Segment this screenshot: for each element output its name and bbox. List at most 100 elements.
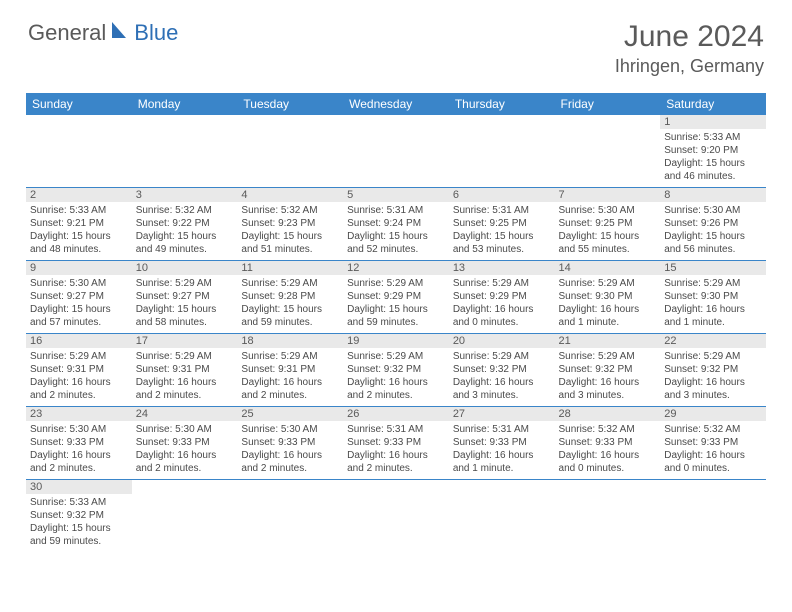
calendar-day-cell: 27Sunrise: 5:31 AMSunset: 9:33 PMDayligh… (449, 407, 555, 480)
calendar-day-cell: 28Sunrise: 5:32 AMSunset: 9:33 PMDayligh… (555, 407, 661, 480)
calendar-day-cell: 15Sunrise: 5:29 AMSunset: 9:30 PMDayligh… (660, 261, 766, 334)
day-daylight: Daylight: 16 hours and 0 minutes. (559, 449, 657, 475)
day-daylight: Daylight: 15 hours and 59 minutes. (347, 303, 445, 329)
calendar-day-cell: 8Sunrise: 5:30 AMSunset: 9:26 PMDaylight… (660, 188, 766, 261)
day-sunset: Sunset: 9:30 PM (559, 290, 657, 303)
day-daylight: Daylight: 16 hours and 2 minutes. (347, 376, 445, 402)
day-number: 28 (555, 407, 661, 421)
day-sunrise: Sunrise: 5:29 AM (347, 277, 445, 290)
day-sunset: Sunset: 9:33 PM (347, 436, 445, 449)
day-sunset: Sunset: 9:33 PM (136, 436, 234, 449)
day-sunset: Sunset: 9:32 PM (347, 363, 445, 376)
calendar-day-cell: 29Sunrise: 5:32 AMSunset: 9:33 PMDayligh… (660, 407, 766, 480)
calendar-day-cell (132, 480, 238, 553)
day-content: Sunrise: 5:31 AMSunset: 9:25 PMDaylight:… (449, 203, 555, 260)
calendar-day-cell: 20Sunrise: 5:29 AMSunset: 9:32 PMDayligh… (449, 334, 555, 407)
day-sunset: Sunset: 9:33 PM (559, 436, 657, 449)
day-number: 12 (343, 261, 449, 275)
day-daylight: Daylight: 16 hours and 3 minutes. (559, 376, 657, 402)
day-content: Sunrise: 5:30 AMSunset: 9:26 PMDaylight:… (660, 203, 766, 260)
day-daylight: Daylight: 16 hours and 2 minutes. (241, 376, 339, 402)
day-daylight: Daylight: 16 hours and 2 minutes. (136, 376, 234, 402)
calendar-day-cell: 5Sunrise: 5:31 AMSunset: 9:24 PMDaylight… (343, 188, 449, 261)
day-daylight: Daylight: 16 hours and 2 minutes. (241, 449, 339, 475)
calendar-day-cell: 3Sunrise: 5:32 AMSunset: 9:22 PMDaylight… (132, 188, 238, 261)
day-sunrise: Sunrise: 5:31 AM (347, 204, 445, 217)
day-sunset: Sunset: 9:33 PM (664, 436, 762, 449)
calendar-day-cell: 9Sunrise: 5:30 AMSunset: 9:27 PMDaylight… (26, 261, 132, 334)
calendar-day-cell (555, 480, 661, 553)
day-sunrise: Sunrise: 5:30 AM (30, 277, 128, 290)
day-sunset: Sunset: 9:23 PM (241, 217, 339, 230)
day-number: 1 (660, 115, 766, 129)
day-content: Sunrise: 5:30 AMSunset: 9:33 PMDaylight:… (132, 422, 238, 479)
day-content: Sunrise: 5:30 AMSunset: 9:27 PMDaylight:… (26, 276, 132, 333)
day-sunset: Sunset: 9:30 PM (664, 290, 762, 303)
day-number: 6 (449, 188, 555, 202)
day-sunset: Sunset: 9:31 PM (241, 363, 339, 376)
calendar-day-cell: 22Sunrise: 5:29 AMSunset: 9:32 PMDayligh… (660, 334, 766, 407)
day-sunset: Sunset: 9:33 PM (241, 436, 339, 449)
calendar-week-row: 9Sunrise: 5:30 AMSunset: 9:27 PMDaylight… (26, 261, 766, 334)
calendar-day-cell (660, 480, 766, 553)
day-sunrise: Sunrise: 5:29 AM (347, 350, 445, 363)
day-daylight: Daylight: 16 hours and 1 minute. (453, 449, 551, 475)
day-content: Sunrise: 5:29 AMSunset: 9:31 PMDaylight:… (132, 349, 238, 406)
day-sunset: Sunset: 9:32 PM (664, 363, 762, 376)
calendar-day-cell: 10Sunrise: 5:29 AMSunset: 9:27 PMDayligh… (132, 261, 238, 334)
day-number: 23 (26, 407, 132, 421)
calendar-day-cell: 26 Sunrise: 5:31 AMSunset: 9:33 PMDayligh… (343, 407, 449, 480)
day-content: Sunrise: 5:33 AMSunset: 9:32 PMDaylight:… (26, 495, 132, 552)
day-sunset: Sunset: 9:31 PM (30, 363, 128, 376)
calendar-header-row: SundayMondayTuesdayWednesdayThursdayFrid… (26, 93, 766, 115)
day-number: 9 (26, 261, 132, 275)
day-number: 2 (26, 188, 132, 202)
day-number: 22 (660, 334, 766, 348)
day-sunset: Sunset: 9:21 PM (30, 217, 128, 230)
day-daylight: Daylight: 16 hours and 0 minutes. (453, 303, 551, 329)
day-content: Sunrise: 5:29 AMSunset: 9:32 PMDaylight:… (660, 349, 766, 406)
calendar-day-cell: 21Sunrise: 5:29 AMSunset: 9:32 PMDayligh… (555, 334, 661, 407)
day-content: Sunrise: 5:32 AMSunset: 9:33 PMDaylight:… (555, 422, 661, 479)
day-number: 14 (555, 261, 661, 275)
day-number: 3 (132, 188, 238, 202)
calendar-day-cell (555, 115, 661, 188)
day-daylight: Daylight: 16 hours and 2 minutes. (136, 449, 234, 475)
weekday-header: Tuesday (237, 93, 343, 115)
day-daylight: Daylight: 16 hours and 2 minutes. (347, 449, 445, 475)
day-sunset: Sunset: 9:20 PM (664, 144, 762, 157)
day-number: 26 (343, 407, 449, 421)
day-content: Sunrise: 5:29 AMSunset: 9:30 PMDaylight:… (555, 276, 661, 333)
day-sunrise: Sunrise: 5:31 AM (347, 423, 445, 436)
day-number: 29 (660, 407, 766, 421)
day-number: 10 (132, 261, 238, 275)
day-content: Sunrise: 5:29 AMSunset: 9:30 PMDaylight:… (660, 276, 766, 333)
calendar-day-cell: 30Sunrise: 5:33 AMSunset: 9:32 PMDayligh… (26, 480, 132, 553)
day-sunrise: Sunrise: 5:29 AM (136, 350, 234, 363)
day-content: Sunrise: 5:31 AMSunset: 9:24 PMDaylight:… (343, 203, 449, 260)
day-number: 21 (555, 334, 661, 348)
calendar-day-cell: 11Sunrise: 5:29 AMSunset: 9:28 PMDayligh… (237, 261, 343, 334)
day-content: Sunrise: 5:33 AMSunset: 9:20 PMDaylight:… (660, 130, 766, 187)
day-sunset: Sunset: 9:26 PM (664, 217, 762, 230)
day-content: Sunrise: 5:29 AMSunset: 9:32 PMDaylight:… (449, 349, 555, 406)
day-sunrise: Sunrise: 5:29 AM (664, 277, 762, 290)
calendar-day-cell: 7Sunrise: 5:30 AMSunset: 9:25 PMDaylight… (555, 188, 661, 261)
calendar-week-row: 2Sunrise: 5:33 AMSunset: 9:21 PMDaylight… (26, 188, 766, 261)
day-sunset: Sunset: 9:32 PM (559, 363, 657, 376)
header: General Blue June 2024 Ihringen, Germany (0, 0, 792, 85)
day-daylight: Daylight: 15 hours and 56 minutes. (664, 230, 762, 256)
day-content: Sunrise: 5:32 AMSunset: 9:33 PMDaylight:… (660, 422, 766, 479)
day-sunset: Sunset: 9:32 PM (453, 363, 551, 376)
day-content: Sunrise: 5:29 AMSunset: 9:32 PMDaylight:… (343, 349, 449, 406)
day-sunrise: Sunrise: 5:30 AM (664, 204, 762, 217)
day-sunset: Sunset: 9:31 PM (136, 363, 234, 376)
day-daylight: Daylight: 15 hours and 57 minutes. (30, 303, 128, 329)
calendar-day-cell: 1Sunrise: 5:33 AMSunset: 9:20 PMDaylight… (660, 115, 766, 188)
weekday-header: Wednesday (343, 93, 449, 115)
calendar-day-cell (237, 115, 343, 188)
calendar-week-row: 1Sunrise: 5:33 AMSunset: 9:20 PMDaylight… (26, 115, 766, 188)
day-sunrise: Sunrise: 5:30 AM (136, 423, 234, 436)
calendar-day-cell: 2Sunrise: 5:33 AMSunset: 9:21 PMDaylight… (26, 188, 132, 261)
day-sunrise: Sunrise: 5:29 AM (664, 350, 762, 363)
